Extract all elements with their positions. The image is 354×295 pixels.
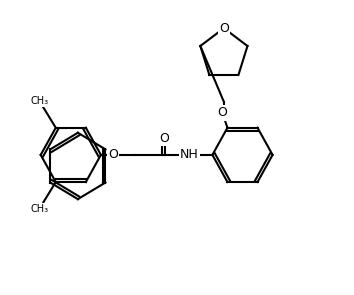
Text: O: O [219, 22, 229, 35]
Text: O: O [108, 148, 118, 161]
Text: CH₃: CH₃ [31, 96, 49, 106]
Text: CH₃: CH₃ [31, 204, 49, 214]
Text: NH: NH [180, 148, 199, 161]
Text: O: O [160, 132, 170, 145]
Text: O: O [217, 106, 227, 119]
